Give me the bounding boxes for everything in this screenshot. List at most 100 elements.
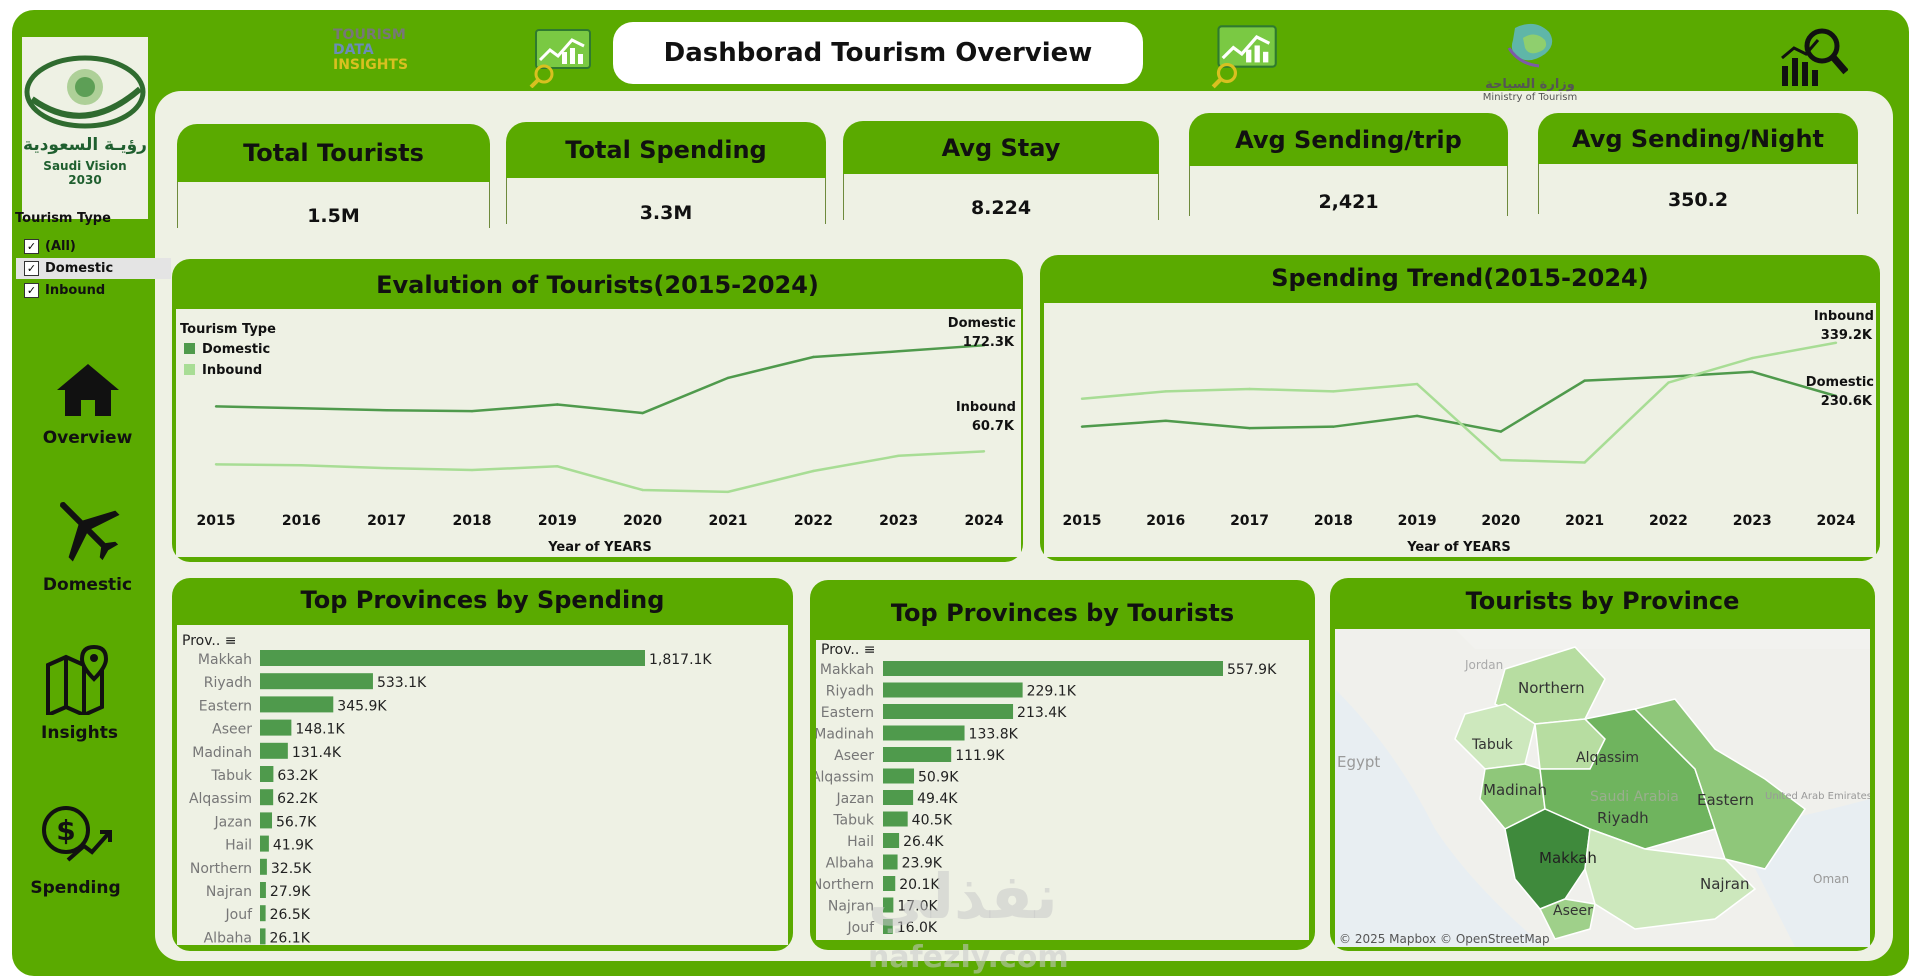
kpi-label: Total Spending — [506, 122, 826, 178]
data-point — [982, 344, 986, 347]
legend-item: Domestic — [202, 342, 270, 357]
bar-value-label: 533.1K — [377, 675, 427, 691]
category-label: Jouf — [847, 920, 876, 936]
end-value-label: 230.6K — [1821, 394, 1873, 409]
filter-item-inbound[interactable]: ✓ Inbound — [16, 280, 171, 301]
bar — [260, 719, 292, 736]
category-label: Jazan — [213, 814, 252, 830]
bar — [883, 854, 898, 870]
category-label: Makkah — [198, 652, 252, 668]
data-point — [385, 409, 388, 412]
bar-value-label: 26.5K — [270, 907, 311, 923]
bar-value-label: 56.7K — [276, 814, 317, 830]
bar — [883, 768, 915, 784]
kpi-value: 3.3M — [639, 202, 693, 224]
nav-spending[interactable]: $ Spending — [8, 800, 143, 898]
region-eastern[interactable] — [1633, 698, 1807, 870]
kpi-label: Total Tourists — [177, 124, 490, 182]
logo-vision: Saudi Vision — [43, 159, 127, 173]
home-icon — [56, 364, 119, 416]
data-point — [641, 488, 644, 492]
filter-item-label: (All) — [45, 239, 76, 254]
tourists-map-panel: Tourists by Province Jordan Northern Tab… — [1330, 578, 1875, 951]
bar-value-label: 17.0K — [897, 899, 938, 915]
svg-text:$: $ — [56, 814, 75, 847]
x-tick-label: 2016 — [1146, 513, 1185, 529]
region-makkah[interactable] — [1504, 808, 1591, 910]
category-label: Najran — [828, 899, 874, 915]
map-label: Jordan — [1464, 658, 1503, 672]
category-label: Aseer — [834, 748, 874, 764]
search-chart-icon — [1781, 28, 1848, 86]
tourists-line-chart: Domestic 172.3K Inbound 60.7K 2015 2016 2017 20… — [180, 316, 1016, 555]
map-label: Riyadh — [1597, 809, 1649, 827]
data-point — [1751, 370, 1754, 373]
category-label: Jazan — [835, 791, 874, 807]
category-label: Tabuk — [832, 813, 875, 829]
data-point — [385, 466, 388, 470]
data-point — [897, 454, 900, 457]
bar-value-label: 49.4K — [917, 791, 958, 807]
region-aseer[interactable] — [1538, 898, 1596, 940]
chart-title: Tourists by Province — [1465, 587, 1740, 615]
bar — [883, 876, 896, 891]
kpi-total-tourists: Total Tourists 1.5M — [177, 124, 490, 228]
map-label: Tabuk — [1471, 737, 1514, 753]
x-tick-label: 2022 — [794, 513, 833, 529]
x-tick-label: 2019 — [1398, 513, 1437, 529]
nav-overview[interactable]: Overview — [20, 360, 155, 448]
category-label: Northern — [816, 877, 874, 893]
map-label: Egypt — [1337, 753, 1380, 771]
checkbox-icon[interactable]: ✓ — [24, 261, 39, 276]
data-point — [556, 465, 559, 468]
spending-bar-chart: Prov.. ≡ Makkah 1,817.1K Riyadh 533.1K Easter… — [182, 633, 712, 946]
brand-line1: TOURISM — [333, 27, 406, 43]
bar — [260, 650, 645, 666]
category-label: Alqassim — [816, 770, 874, 786]
x-tick-label: 2019 — [538, 513, 577, 529]
data-point — [812, 469, 815, 473]
end-value-label: 60.7K — [972, 419, 1015, 434]
analytics-monitor-icon — [1211, 25, 1277, 89]
bar — [883, 704, 1014, 719]
kpi-total-spending: Total Spending 3.3M — [506, 122, 826, 226]
map-label: Saudi Arabia — [1590, 789, 1679, 805]
data-point — [470, 409, 474, 413]
data-point — [1415, 382, 1419, 386]
category-label: Hail — [225, 838, 252, 854]
x-tick-label: 2015 — [1063, 513, 1102, 529]
x-axis-title: Year of YEARS — [1406, 540, 1511, 555]
map-label: Najran — [1700, 875, 1749, 893]
bar — [260, 789, 274, 806]
x-tick-label: 2021 — [709, 513, 748, 529]
data-point — [1164, 419, 1167, 422]
series-name-label: Inbound — [956, 400, 1016, 415]
x-tick-label: 2022 — [1649, 513, 1688, 529]
series-name-label: Domestic — [1806, 375, 1874, 390]
nav-spending-label: Spending — [30, 878, 121, 898]
nav-domestic[interactable]: Domestic — [20, 492, 155, 595]
filter-title: Tourism Type — [15, 211, 111, 226]
filter-item-domestic[interactable]: ✓ Domestic — [16, 258, 171, 279]
checkbox-icon[interactable]: ✓ — [24, 239, 39, 254]
logo-year: 2030 — [68, 173, 102, 187]
series-line-domestic — [1081, 370, 1837, 433]
chart-title: Top Provinces by Tourists — [890, 599, 1235, 627]
bar-value-label: 1,817.1K — [649, 652, 712, 668]
legend-swatch — [184, 343, 195, 354]
region-najran[interactable] — [1584, 827, 1757, 930]
data-point — [1751, 356, 1754, 360]
bar-value-label: 62.2K — [277, 791, 318, 807]
bar-value-label: 40.5K — [912, 813, 953, 829]
filter-item-all[interactable]: ✓ (All) — [16, 236, 171, 257]
data-point — [1080, 425, 1084, 428]
nav-insights[interactable]: Insights — [12, 644, 147, 743]
bar — [260, 742, 288, 759]
bar — [260, 928, 266, 945]
x-tick-label: 2015 — [197, 513, 236, 529]
nav-insights-label: Insights — [41, 723, 118, 743]
data-point — [1164, 390, 1167, 393]
data-point — [1667, 381, 1670, 384]
checkbox-icon[interactable]: ✓ — [24, 283, 39, 298]
map-label: Madinah — [1483, 781, 1547, 799]
